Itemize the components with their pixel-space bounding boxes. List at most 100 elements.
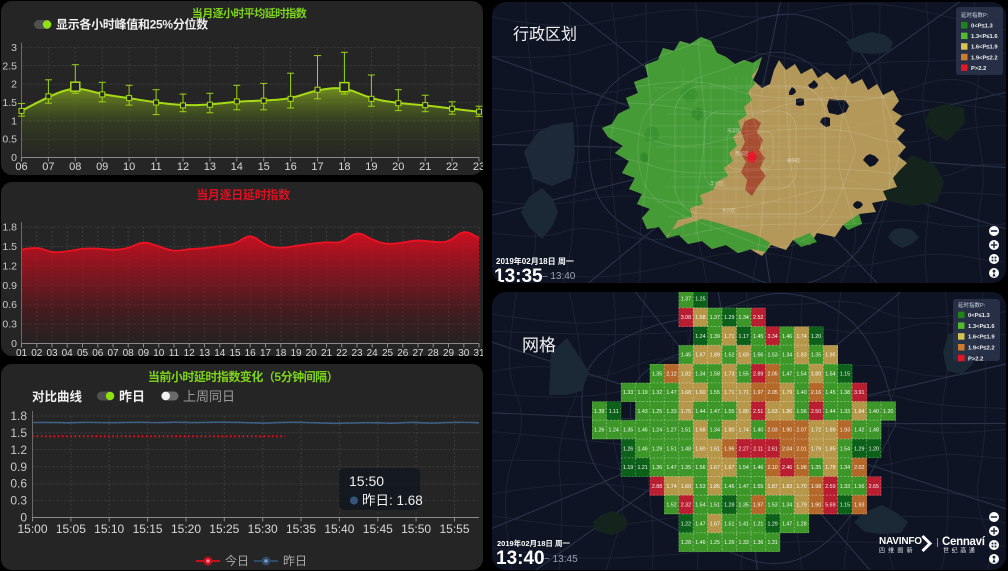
svg-text:1.45: 1.45 (681, 353, 691, 359)
svg-text:14: 14 (231, 161, 243, 173)
svg-text:2.65: 2.65 (869, 484, 879, 490)
svg-text:10: 10 (153, 348, 165, 356)
svg-text:1.2: 1.2 (2, 260, 17, 272)
svg-text:02: 02 (31, 348, 43, 356)
svg-text:1.43: 1.43 (637, 409, 647, 415)
svg-text:1.33: 1.33 (739, 540, 749, 546)
svg-text:1.2: 1.2 (10, 443, 27, 457)
svg-text:1.34: 1.34 (695, 371, 705, 377)
svg-text:15:35: 15:35 (286, 522, 316, 536)
svg-text:1.39: 1.39 (594, 409, 604, 415)
svg-text:– 13:40: – 13:40 (542, 271, 576, 282)
svg-text:1.67: 1.67 (710, 465, 720, 471)
svg-text:昨日: 昨日 (283, 554, 307, 568)
svg-text:1.90: 1.90 (782, 428, 792, 434)
svg-text:2.51: 2.51 (753, 409, 763, 415)
svg-text:1.3<P≤1.6: 1.3<P≤1.6 (968, 324, 995, 330)
svg-text:1.6<P≤1.9: 1.6<P≤1.9 (968, 335, 995, 341)
svg-text:1.42: 1.42 (854, 428, 864, 434)
svg-text:1.36: 1.36 (652, 465, 662, 471)
svg-text:1.47: 1.47 (782, 521, 792, 527)
svg-text:23: 23 (351, 348, 363, 356)
svg-text:0<P≤1.3: 0<P≤1.3 (968, 313, 990, 319)
svg-text:15:50: 15:50 (401, 522, 431, 536)
svg-text:1.55: 1.55 (753, 484, 763, 490)
svg-text:3.34: 3.34 (767, 334, 777, 340)
svg-text:31: 31 (473, 348, 483, 356)
svg-text:上周同日: 上周同日 (183, 389, 235, 404)
svg-text:1.29: 1.29 (724, 315, 734, 321)
svg-text:1.47: 1.47 (666, 465, 676, 471)
svg-text:1.51: 1.51 (724, 521, 734, 527)
svg-text:1.68: 1.68 (695, 428, 705, 434)
svg-text:世纪高通: 世纪高通 (943, 547, 977, 555)
svg-text:1.28: 1.28 (724, 503, 734, 509)
svg-text:1.97: 1.97 (753, 503, 763, 509)
svg-text:09: 09 (138, 348, 150, 356)
svg-text:1.31: 1.31 (767, 540, 777, 546)
svg-text:当月逐日延时指数: 当月逐日延时指数 (196, 187, 290, 202)
svg-text:1.25: 1.25 (695, 296, 705, 302)
svg-text:1.89: 1.89 (710, 353, 720, 359)
svg-text:1.21: 1.21 (753, 521, 763, 527)
svg-text:19: 19 (290, 348, 302, 356)
svg-text:1.44: 1.44 (825, 409, 835, 415)
svg-text:1.21: 1.21 (637, 465, 647, 471)
svg-text:2.05: 2.05 (767, 371, 777, 377)
svg-text:1.48: 1.48 (869, 428, 879, 434)
svg-text:2.46: 2.46 (782, 465, 792, 471)
svg-text:11: 11 (150, 161, 161, 173)
svg-text:13:40: 13:40 (496, 548, 545, 569)
svg-text:延时指数P:: 延时指数P: (961, 11, 989, 19)
svg-text:今日: 今日 (225, 553, 249, 568)
svg-text:P>2.2: P>2.2 (968, 356, 983, 362)
svg-text:1.68: 1.68 (695, 315, 705, 321)
svg-text:15:50: 15:50 (349, 473, 384, 489)
svg-text:0.3: 0.3 (2, 319, 17, 331)
svg-text:1.54: 1.54 (796, 371, 806, 377)
svg-text:西城区: 西城区 (735, 150, 749, 157)
svg-text:1.70: 1.70 (796, 484, 806, 490)
svg-text:1.29: 1.29 (652, 446, 662, 452)
svg-text:1.67: 1.67 (695, 353, 705, 359)
svg-text:1.26: 1.26 (594, 428, 604, 434)
svg-text:1.34: 1.34 (782, 503, 792, 509)
svg-text:1: 1 (11, 115, 17, 127)
svg-text:1.71: 1.71 (724, 334, 734, 340)
svg-text:1.47: 1.47 (739, 484, 749, 490)
svg-text:15: 15 (258, 161, 270, 173)
svg-text:1.35: 1.35 (652, 371, 662, 377)
svg-text:1.20: 1.20 (883, 409, 893, 415)
svg-text:1.28: 1.28 (796, 521, 806, 527)
svg-text:1.79: 1.79 (811, 446, 821, 452)
svg-text:18: 18 (275, 348, 287, 356)
svg-text:28: 28 (428, 348, 440, 356)
svg-text:15:55: 15:55 (439, 522, 469, 536)
svg-text:1.28: 1.28 (681, 540, 691, 546)
svg-text:当前小时延时指数变化（5分钟间隔）: 当前小时延时指数变化（5分钟间隔） (148, 369, 338, 384)
svg-text:1.87: 1.87 (767, 484, 777, 490)
svg-text:2.52: 2.52 (753, 315, 763, 321)
svg-text:21: 21 (419, 161, 431, 173)
svg-text:20: 20 (306, 348, 318, 356)
svg-text:3.91: 3.91 (854, 390, 864, 396)
svg-text:1.25: 1.25 (710, 540, 720, 546)
svg-text:2.61: 2.61 (767, 446, 777, 452)
svg-text:30: 30 (458, 348, 470, 356)
svg-text:1.26: 1.26 (724, 540, 734, 546)
svg-text:20: 20 (392, 161, 404, 173)
svg-text:1.34: 1.34 (782, 353, 792, 359)
svg-text:1.54: 1.54 (840, 446, 850, 452)
svg-text:1.74: 1.74 (796, 334, 806, 340)
svg-text:1.54: 1.54 (695, 503, 705, 509)
svg-text:1.33: 1.33 (623, 390, 633, 396)
svg-text:昨日: 1.68: 昨日: 1.68 (362, 493, 423, 508)
svg-text:3: 3 (11, 42, 17, 54)
svg-text:1.93: 1.93 (840, 428, 850, 434)
svg-text:0.9: 0.9 (10, 460, 27, 474)
svg-text:16: 16 (284, 161, 296, 173)
svg-text:1.79: 1.79 (782, 390, 792, 396)
svg-text:1.58: 1.58 (710, 371, 720, 377)
svg-text:1.15: 1.15 (840, 371, 850, 377)
svg-text:昨日: 昨日 (119, 389, 145, 404)
